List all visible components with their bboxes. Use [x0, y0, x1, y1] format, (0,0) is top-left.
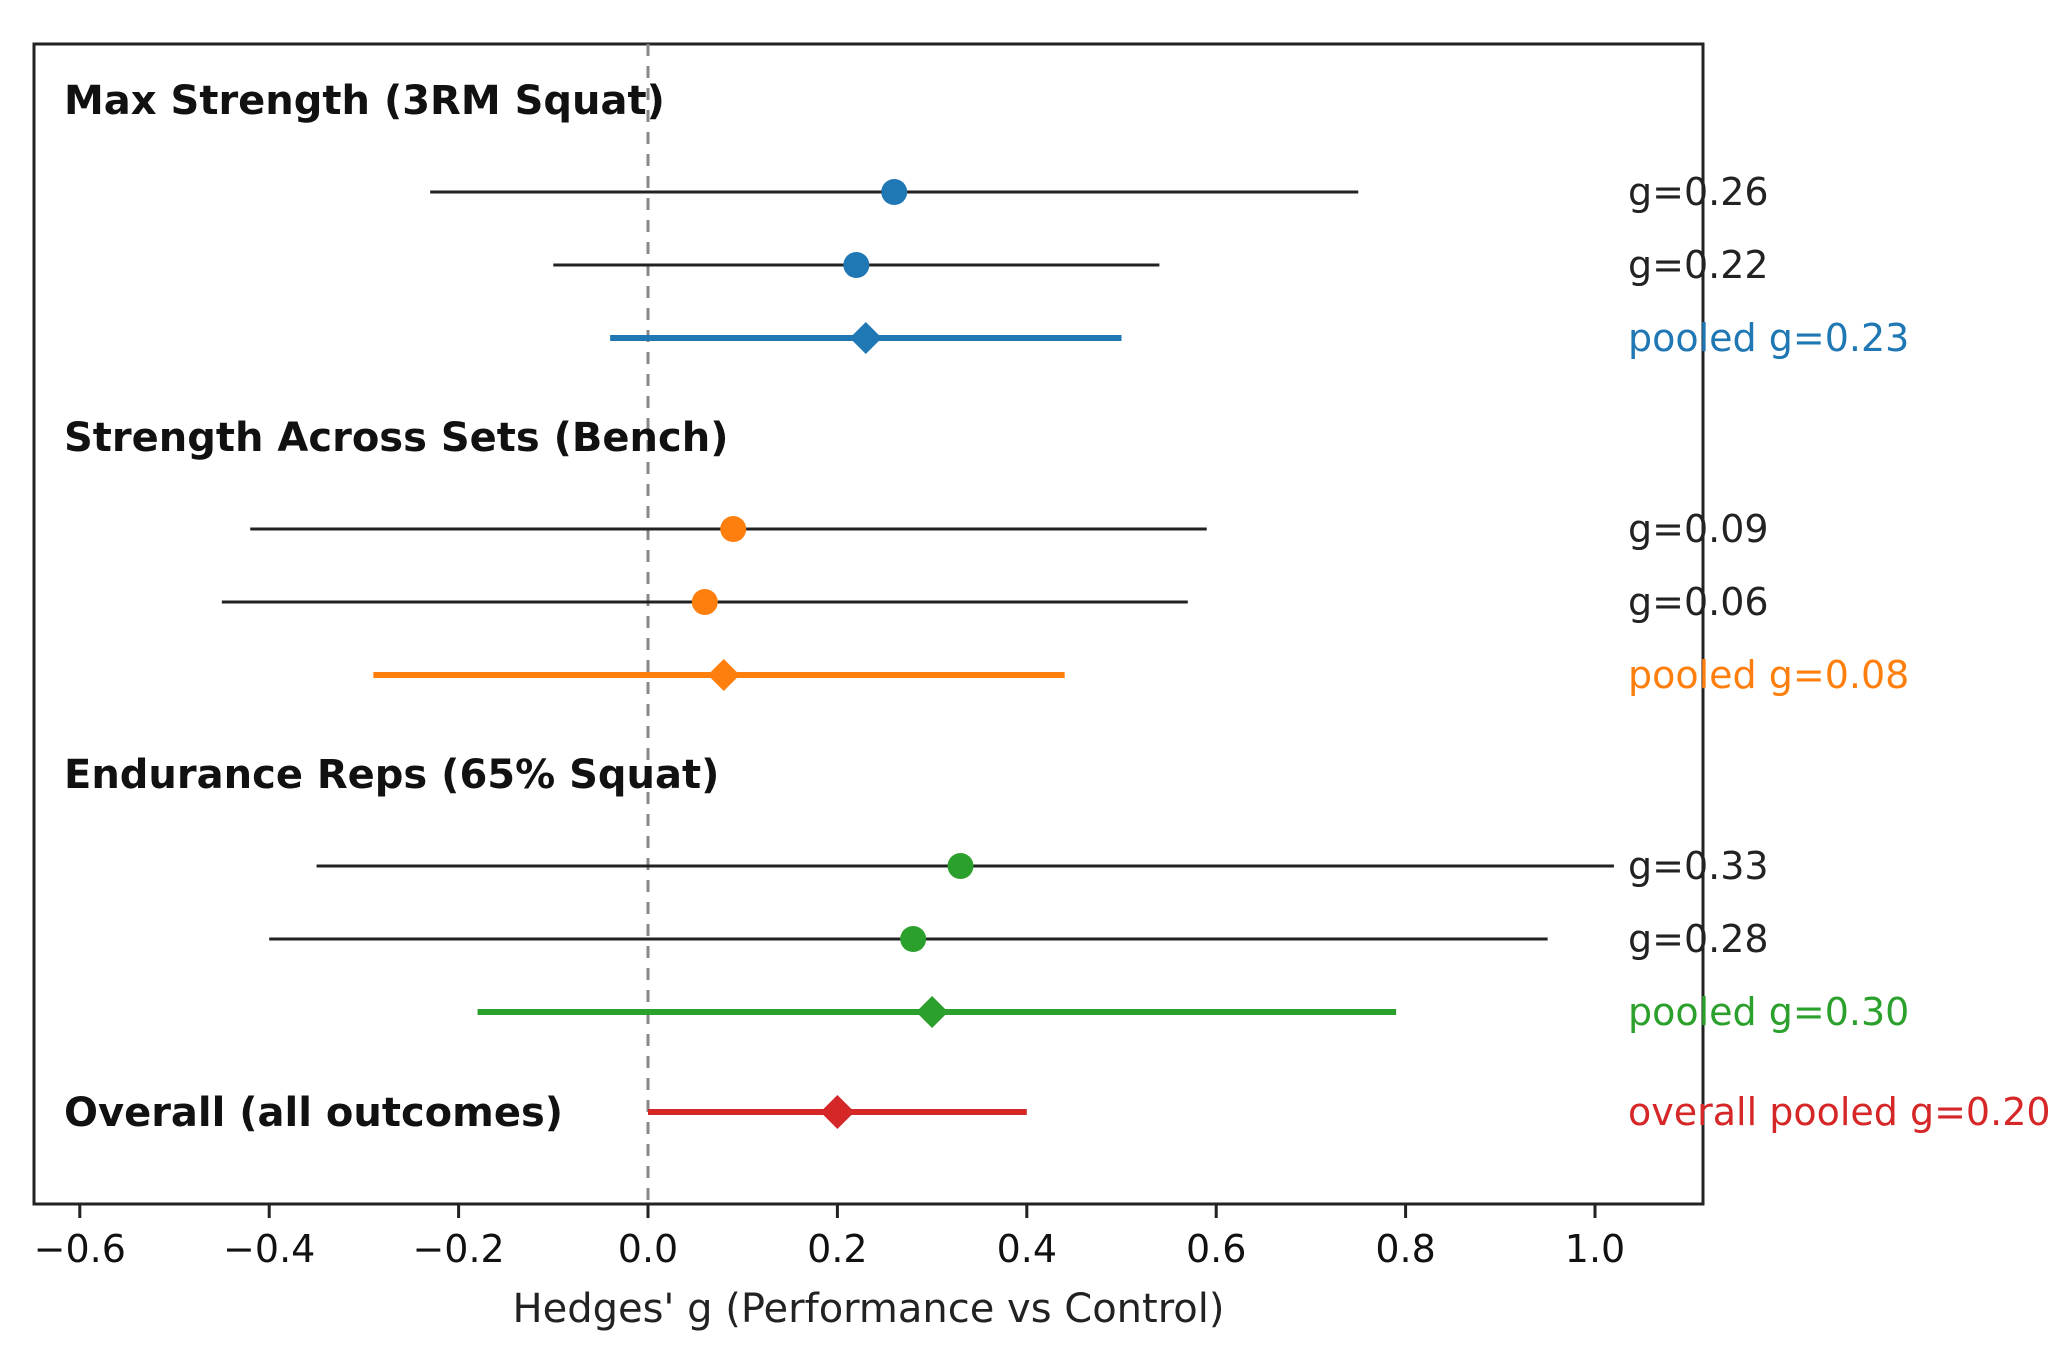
pooled-label: pooled g=0.23	[1628, 316, 1909, 360]
group-title: Endurance Reps (65% Squat)	[64, 752, 719, 798]
group-title: Max Strength (3RM Squat)	[64, 78, 665, 124]
pooled-diamond	[849, 322, 882, 354]
pooled-diamond	[916, 996, 949, 1028]
x-tick-label: 0.2	[807, 1227, 867, 1271]
study-label: g=0.22	[1628, 243, 1769, 287]
study-point	[900, 926, 927, 952]
x-tick-label: 0.0	[618, 1227, 678, 1271]
overall-diamond	[820, 1095, 855, 1129]
study-point	[720, 516, 747, 542]
study-point	[881, 179, 908, 205]
x-tick-label: 0.6	[1186, 1227, 1246, 1271]
study-label: g=0.06	[1628, 580, 1769, 624]
group-2: Endurance Reps (65% Squat) g=0.33 g=0.28 po…	[64, 752, 1909, 1034]
study-label: g=0.09	[1628, 507, 1769, 551]
x-tick-label: 1.0	[1565, 1227, 1625, 1271]
study-label: g=0.33	[1628, 844, 1769, 888]
pooled-label: pooled g=0.30	[1628, 990, 1909, 1034]
study-point	[947, 853, 974, 879]
x-axis-label: Hedges' g (Performance vs Control)	[513, 1286, 1225, 1332]
study-label: g=0.26	[1628, 170, 1769, 214]
x-tick-label: −0.6	[34, 1227, 126, 1271]
x-tick-label: 0.4	[997, 1227, 1057, 1271]
overall-title: Overall (all outcomes)	[64, 1090, 563, 1136]
overall-label: overall pooled g=0.20	[1628, 1090, 2051, 1134]
group-title: Strength Across Sets (Bench)	[64, 415, 728, 461]
x-tick-label: −0.4	[223, 1227, 315, 1271]
x-tick-label: 0.8	[1375, 1227, 1435, 1271]
study-point	[691, 589, 718, 615]
study-point	[843, 252, 870, 278]
plot-frame	[32, 42, 1705, 1206]
group-1: Strength Across Sets (Bench) g=0.09 g=0.06…	[64, 415, 1909, 697]
pooled-label: pooled g=0.08	[1628, 653, 1909, 697]
pooled-diamond	[707, 659, 740, 691]
x-tick-label: −0.2	[412, 1227, 504, 1271]
group-0: Max Strength (3RM Squat) g=0.26 g=0.22 pool…	[64, 78, 1909, 360]
study-label: g=0.28	[1628, 917, 1769, 961]
overall-group: Overall (all outcomes) overall pooled g=0…	[64, 1090, 2051, 1136]
